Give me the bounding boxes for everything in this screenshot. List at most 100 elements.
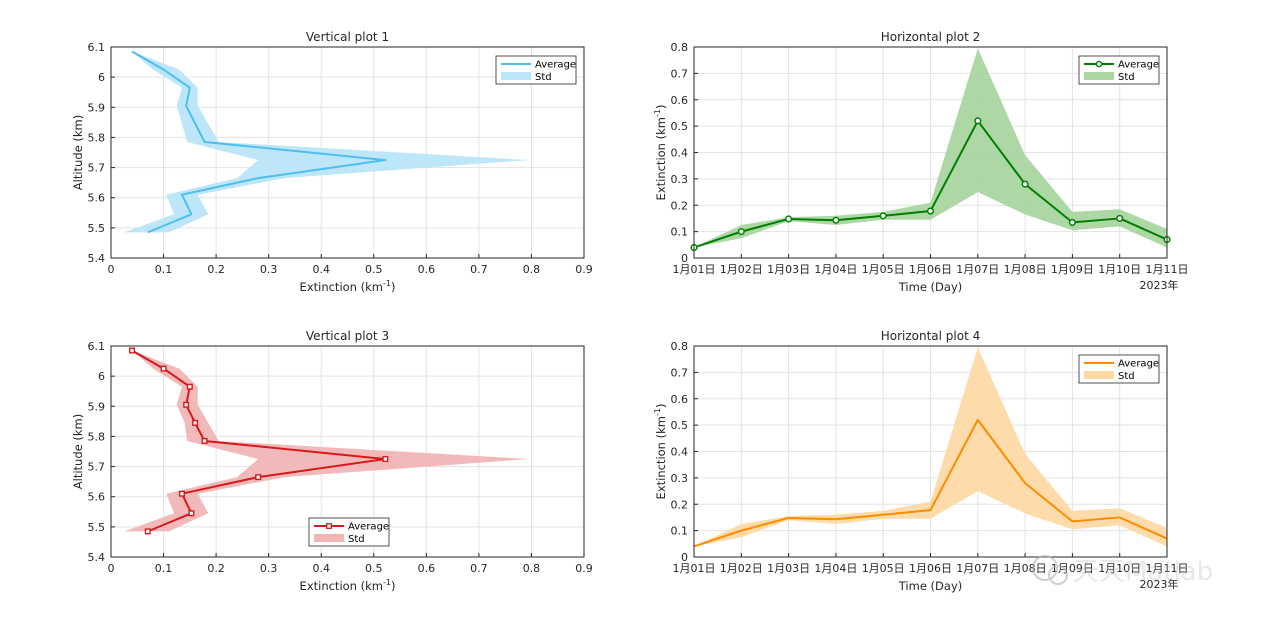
y-tick-label: 6.1 [88, 340, 106, 353]
x-tick-label: 1月03日 [767, 562, 810, 575]
x-tick-label: 1月11日 [1146, 562, 1189, 575]
watermark-text: 天天Matlab [1073, 557, 1213, 587]
data-point [201, 437, 208, 444]
average-line [131, 50, 387, 234]
y-tick-label: 0.4 [671, 446, 689, 459]
data-point [879, 212, 887, 220]
x-tick-label: 0.9 [575, 562, 593, 575]
y-tick-label: 0.4 [671, 147, 689, 160]
x-axis-label: Extinction (km-1) [300, 578, 396, 593]
y-axis-label: Altitude (km) [71, 115, 85, 190]
x-axis-label: Extinction (km-1) [300, 279, 396, 294]
x-tick-label: 0 [108, 562, 115, 575]
data-point [382, 456, 389, 463]
data-point [183, 401, 190, 408]
data-point [188, 510, 195, 517]
x-tick-label: 1月02日 [720, 263, 763, 276]
x-tick-label: 1月10日 [1098, 263, 1141, 276]
data-point [160, 365, 167, 372]
y-tick-label: 5.4 [88, 551, 106, 564]
y-tick-label: 5.7 [88, 162, 106, 175]
y-tick-label: 0 [681, 252, 688, 265]
x-tick-label: 1月02日 [720, 562, 763, 575]
axes-frame [693, 345, 1168, 558]
y-tick-label: 6 [98, 71, 105, 84]
average-line [693, 418, 1168, 548]
x-tick-label: 0.7 [470, 263, 488, 276]
x-tick-label: 1月06日 [909, 263, 952, 276]
x-tick-label: 0.3 [260, 263, 278, 276]
chart-title: Vertical plot 1 [306, 30, 389, 44]
legend-marker [1095, 60, 1103, 68]
y-tick-label: 0.3 [671, 472, 689, 485]
x-tick-label: 1月08日 [1004, 562, 1047, 575]
data-point [832, 216, 840, 224]
y-tick-label: 5.5 [88, 222, 106, 235]
chart-panel-2: 1月01日 1月02日 1月03日 1月04日 1月05日 1月06日 1月07日 1月08日… [653, 30, 1189, 294]
y-tick-label: 0.6 [671, 393, 689, 406]
axes-frame [110, 345, 585, 558]
std-band [124, 350, 529, 532]
axes-frame [110, 46, 585, 259]
data-point [186, 383, 193, 390]
std-band [694, 48, 1167, 248]
y-tick-label: 5.8 [88, 131, 106, 144]
legend-average-label: Average [1118, 60, 1159, 71]
legend-average-label: Average [348, 522, 389, 533]
y-tick-label: 0.8 [671, 41, 689, 54]
y-tick-label: 5.6 [88, 192, 106, 205]
legend-std-label: Std [1118, 371, 1135, 382]
y-tick-label: 0.2 [671, 498, 689, 511]
watermark: 天天Matlab [1032, 555, 1213, 587]
y-tick-label: 5.9 [88, 400, 106, 413]
x-tick-label: 0.1 [155, 263, 173, 276]
x-tick-label: 0.2 [207, 562, 225, 575]
x-tick-label: 1月07日 [956, 263, 999, 276]
x-tick-label: 1月04日 [814, 562, 857, 575]
x-tick-label: 1月06日 [909, 562, 952, 575]
data-point [1116, 214, 1124, 222]
y-tick-label: 0.7 [671, 366, 689, 379]
x-tick-label: 1月08日 [1004, 263, 1047, 276]
std-band [694, 347, 1167, 547]
legend-std-swatch [1084, 72, 1114, 80]
x-tick-label: 0.4 [312, 263, 330, 276]
legend-std-swatch [501, 72, 531, 80]
x-tick-label: 1月01日 [673, 562, 716, 575]
year-label: 2023年 [1140, 278, 1179, 292]
y-tick-label: 0.5 [671, 120, 689, 133]
x-tick-label: 0 [108, 263, 115, 276]
y-tick-label: 0.6 [671, 94, 689, 107]
legend-average-label: Average [535, 60, 576, 71]
x-tick-label: 0.9 [575, 263, 593, 276]
y-tick-label: 0.1 [671, 525, 689, 538]
y-tick-label: 5.9 [88, 101, 106, 114]
data-point [192, 419, 199, 426]
y-axis-label: Altitude (km) [71, 414, 85, 489]
y-tick-label: 5.5 [88, 521, 106, 534]
x-tick-label: 0.8 [523, 562, 541, 575]
x-tick-label: 0.1 [155, 562, 173, 575]
year-label: 2023年 [1140, 577, 1179, 591]
x-tick-label: 1月03日 [767, 263, 810, 276]
data-point [1068, 218, 1076, 226]
y-tick-label: 0 [681, 551, 688, 564]
y-tick-label: 0.2 [671, 199, 689, 212]
x-tick-label: 0.5 [365, 263, 383, 276]
y-tick-label: 0.3 [671, 173, 689, 186]
legend-std-swatch [1084, 371, 1114, 379]
x-tick-label: 0.7 [470, 562, 488, 575]
data-point [737, 228, 745, 236]
legend-std-label: Std [1118, 72, 1135, 83]
chart-panel-3: 0 0.1 0.2 0.3 0.4 0.5 0.6 0.7 0.8 0.9 5.4 5.5 5.6 5.7… [71, 329, 593, 593]
legend-std-label: Std [535, 72, 552, 83]
x-tick-label: 1月09日 [1051, 562, 1094, 575]
chart-title: Horizontal plot 2 [881, 30, 981, 44]
chart-title: Vertical plot 3 [306, 329, 389, 343]
legend-average-label: Average [1118, 359, 1159, 370]
data-point [926, 207, 935, 215]
legend-std-swatch [314, 534, 344, 542]
data-point [785, 215, 793, 223]
y-tick-label: 0.1 [671, 226, 689, 239]
